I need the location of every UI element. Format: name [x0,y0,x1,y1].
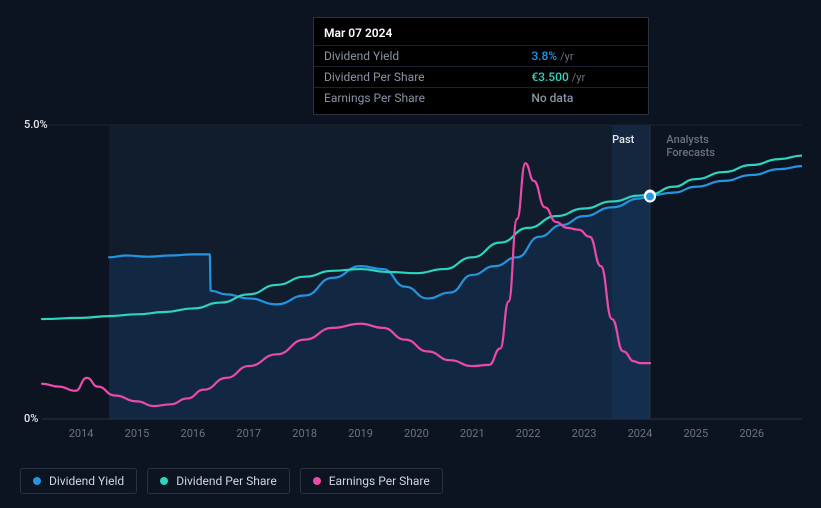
x-tick-label: 2016 [181,427,206,440]
legend-label: Dividend Yield [49,474,124,488]
x-tick-label: 2015 [125,427,150,440]
x-tick-label: 2018 [292,427,317,440]
region-label: Analysts Forecasts [666,133,758,159]
chart-tooltip: Mar 07 2024 Dividend Yield3.8% /yrDivide… [313,17,649,115]
region-label: Past [612,133,634,146]
x-tick-label: 2017 [236,427,261,440]
x-tick-label: 2024 [628,427,653,440]
legend-dot-icon [160,477,168,485]
tooltip-row-label: Earnings Per Share [314,88,521,109]
legend-item[interactable]: Dividend Per Share [147,468,290,494]
legend-label: Earnings Per Share [329,474,430,488]
legend: Dividend Yield Dividend Per Share Earnings… [20,468,443,494]
legend-label: Dividend Per Share [176,474,277,488]
tooltip-row-value: 3.8% /yr [521,46,648,67]
x-tick-label: 2014 [69,427,94,440]
legend-dot-icon [33,477,41,485]
legend-dot-icon [313,477,321,485]
tooltip-row-value: No data [521,88,648,109]
tooltip-row-value: €3.500 /yr [521,67,648,88]
x-tick-label: 2021 [460,427,485,440]
x-tick-label: 2019 [348,427,373,440]
x-tick-label: 2026 [739,427,764,440]
chart-container: 0% 5.0% 2014 2015 2016 2017 2018 2019 2020 2021 2… [20,105,805,458]
y-tick-label: 5.0% [24,118,48,131]
legend-item[interactable]: Earnings Per Share [300,468,443,494]
tooltip-row-label: Dividend Yield [314,46,521,67]
tooltip-date: Mar 07 2024 [314,24,648,45]
x-tick-label: 2025 [683,427,708,440]
tooltip-table: Dividend Yield3.8% /yrDividend Per Share… [314,45,648,108]
x-tick-label: 2020 [404,427,429,440]
tooltip-row-label: Dividend Per Share [314,67,521,88]
x-tick-label: 2023 [572,427,597,440]
x-tick-label: 2022 [516,427,541,440]
y-tick-label: 0% [24,412,38,425]
legend-item[interactable]: Dividend Yield [20,468,137,494]
